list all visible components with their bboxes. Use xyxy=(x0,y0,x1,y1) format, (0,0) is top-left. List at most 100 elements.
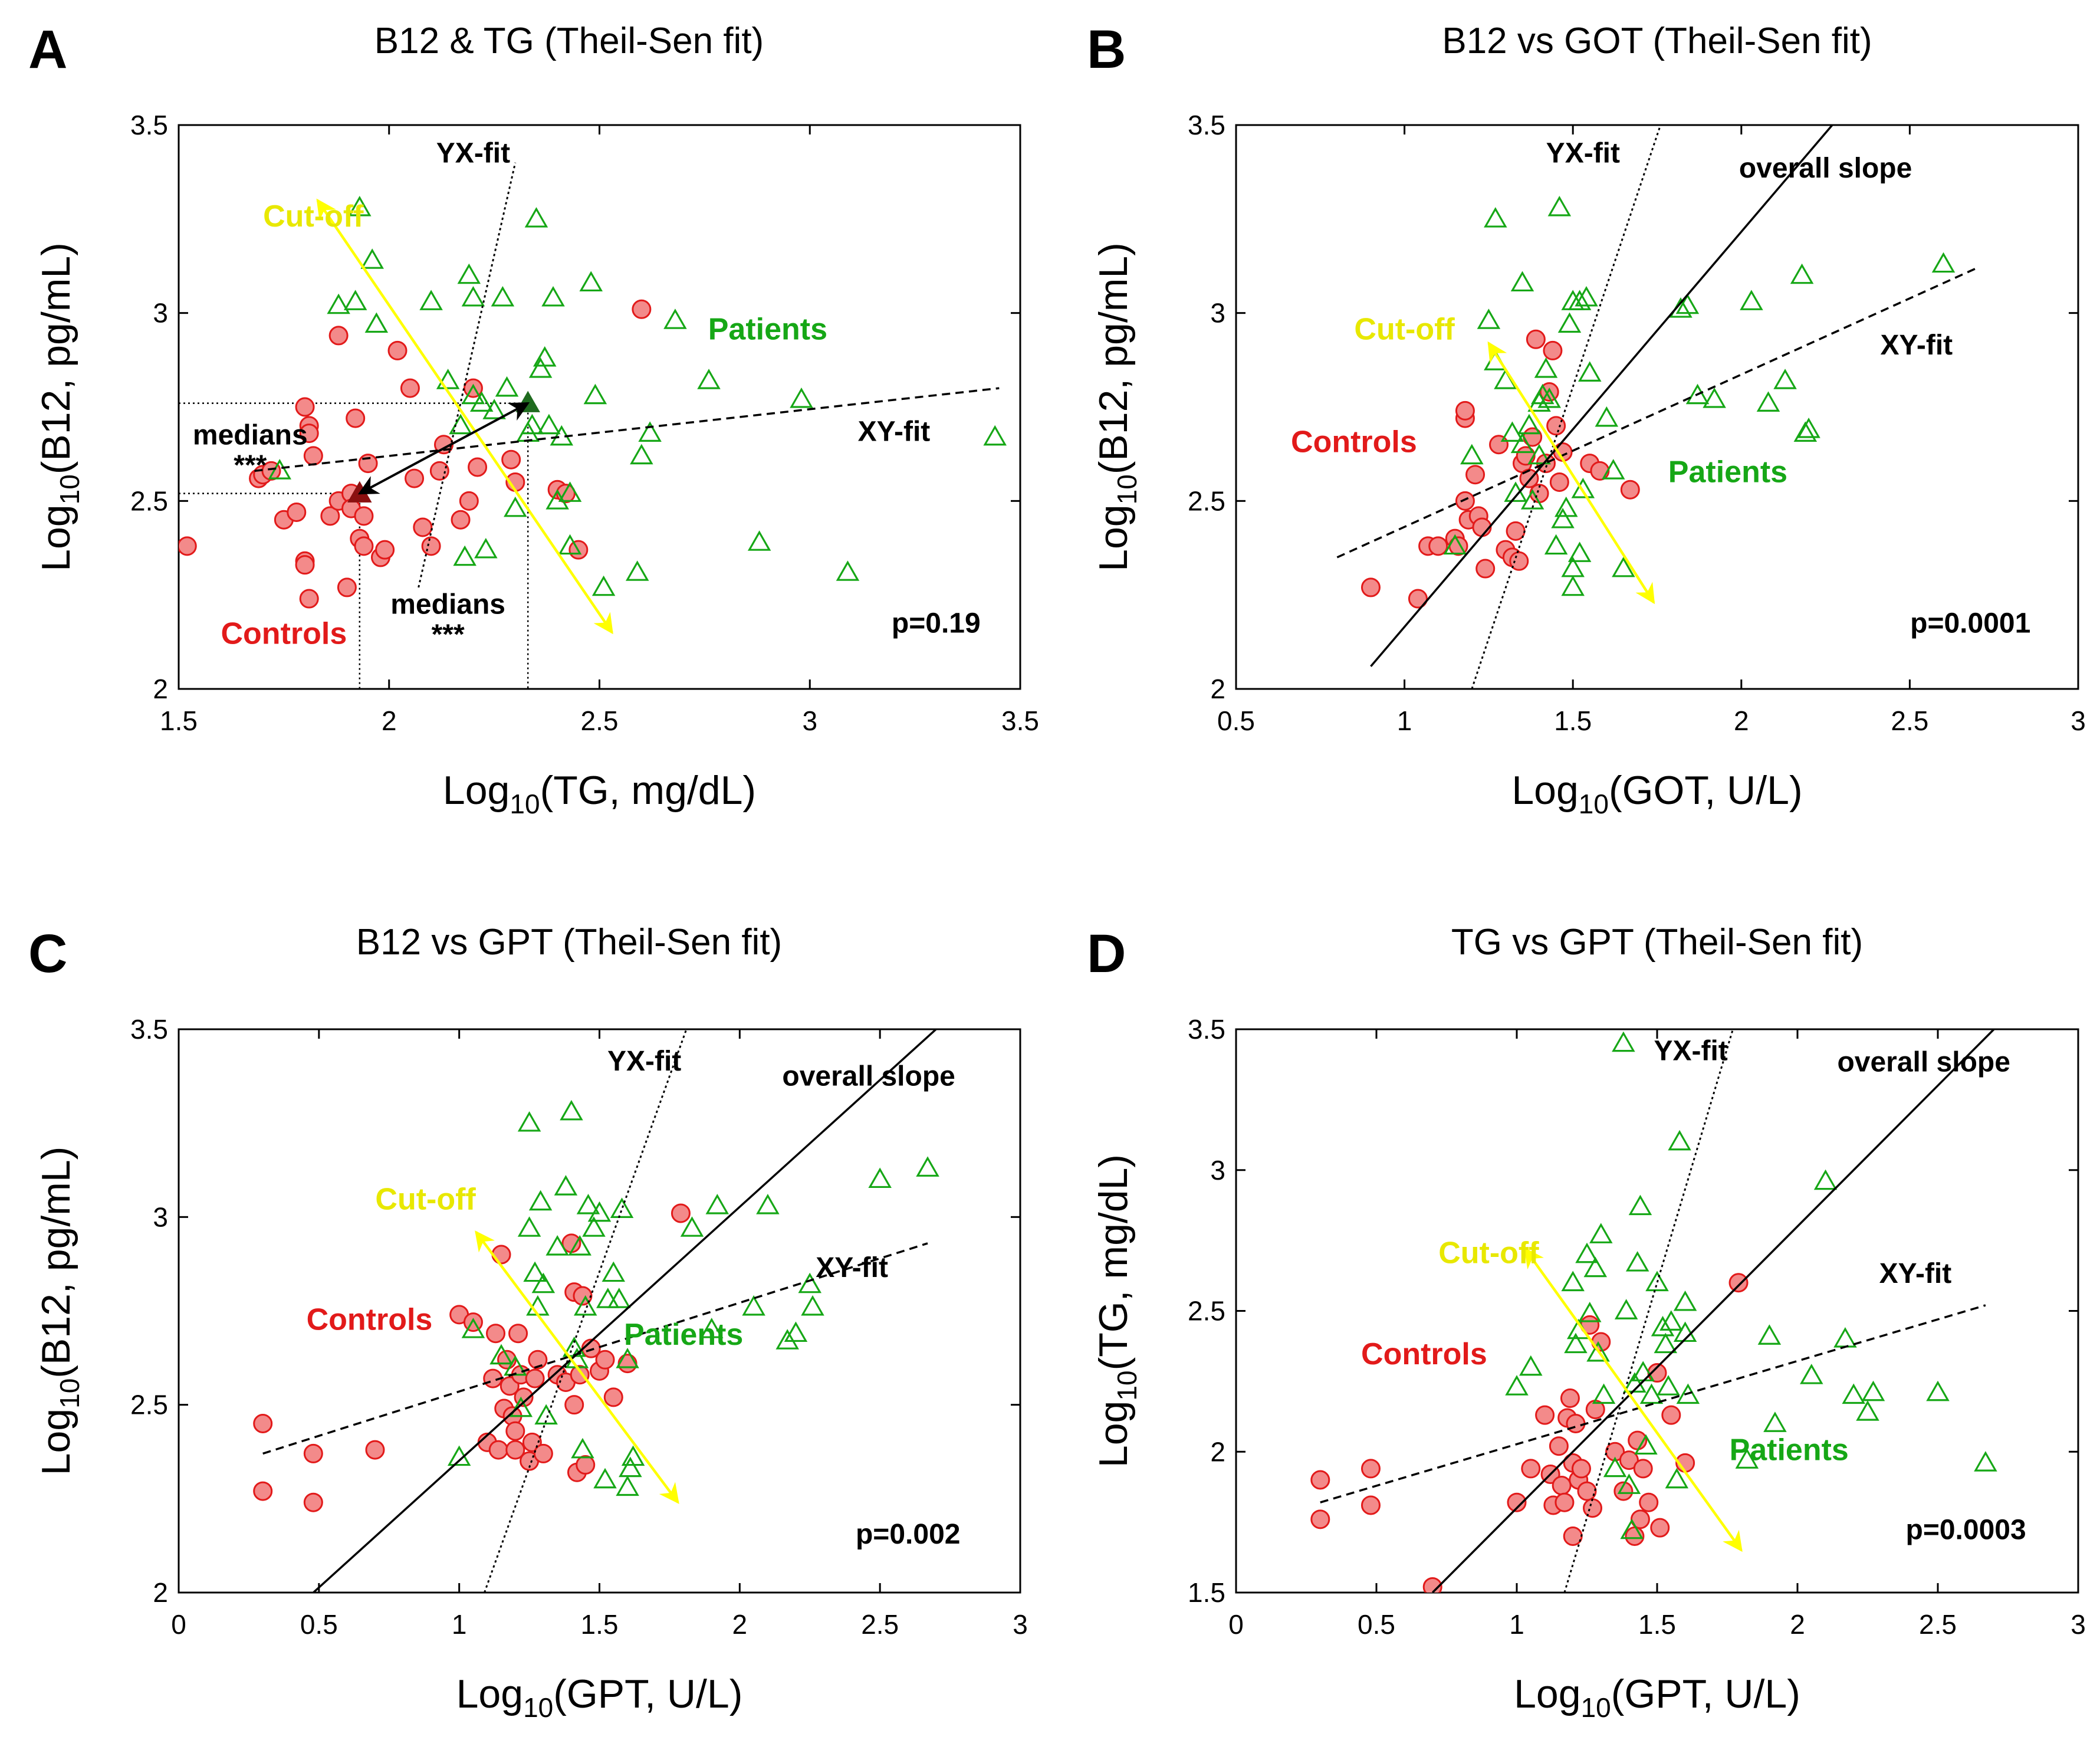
patient-point xyxy=(1575,285,1598,307)
control-point xyxy=(1566,1414,1586,1433)
y-tick-label: 1.5 xyxy=(1188,1577,1225,1608)
control-point xyxy=(400,378,420,398)
cut-off-line xyxy=(1487,341,1655,605)
control-point xyxy=(1552,1476,1572,1496)
medians-arrow-line xyxy=(357,402,530,495)
patient-point xyxy=(1673,1290,1697,1311)
control-point xyxy=(1521,1459,1541,1479)
patient-point xyxy=(1504,481,1527,502)
patient-point xyxy=(619,1456,642,1478)
control-point xyxy=(1360,1495,1381,1515)
patient-point xyxy=(327,293,350,314)
patient-point xyxy=(1797,418,1820,438)
control-point xyxy=(1543,340,1563,360)
control-point xyxy=(1583,1498,1603,1518)
patient-point xyxy=(491,285,515,307)
annotation-xy-fit: XY-fit xyxy=(816,1252,888,1283)
patient-point xyxy=(1926,1380,1950,1401)
control-point xyxy=(459,491,479,511)
patient-point xyxy=(1614,1299,1638,1319)
patient-point xyxy=(1557,312,1582,333)
x-tick-label: 2 xyxy=(732,1609,748,1640)
x-tick-label: 2.5 xyxy=(581,705,619,736)
annotation-overall-slope: overall slope xyxy=(782,1061,955,1092)
patient-point xyxy=(1561,575,1585,596)
y-tick-label: 3 xyxy=(153,298,168,329)
control-point xyxy=(501,449,521,470)
patient-point xyxy=(1567,290,1592,310)
annotation-patients: Patients xyxy=(624,1318,743,1352)
y-axis-label: Log10(TG, mg/dL) xyxy=(1091,1154,1142,1467)
patient-point xyxy=(554,1175,578,1196)
control-point xyxy=(1310,1470,1330,1490)
patient-point xyxy=(587,1201,612,1222)
patient-point xyxy=(1856,1400,1879,1421)
annotation-cut-off: Cut-off xyxy=(263,199,364,234)
annotation-yx-fit: YX-fit xyxy=(1546,138,1620,169)
control-point xyxy=(1455,491,1475,511)
patient-point xyxy=(593,1467,617,1489)
patient-point xyxy=(528,357,553,378)
patient-point xyxy=(680,1216,704,1237)
x-tick-label: 0.5 xyxy=(300,1609,338,1640)
patient-point xyxy=(916,1156,939,1177)
patient-point xyxy=(1460,444,1484,465)
panel-letter: A xyxy=(28,19,67,80)
control-point xyxy=(451,510,471,530)
control-point xyxy=(505,1421,525,1441)
panel-letter: D xyxy=(1087,924,1126,984)
annotation-: *** xyxy=(234,450,267,481)
control-point xyxy=(295,397,315,417)
patient-point xyxy=(457,263,481,284)
annotation-p-0-0001: p=0.0001 xyxy=(1910,608,2030,639)
annotation-medians: medians xyxy=(193,420,308,451)
x-tick-label: 1.5 xyxy=(160,705,198,736)
y-tick-label: 2 xyxy=(1210,674,1225,704)
control-point xyxy=(1455,400,1475,421)
x-tick-label: 2 xyxy=(382,705,397,736)
control-point xyxy=(299,589,319,609)
patient-point xyxy=(784,1321,808,1342)
patient-point xyxy=(616,1475,639,1496)
patient-point xyxy=(453,545,476,566)
patient-point xyxy=(602,1261,626,1282)
control-point xyxy=(303,1443,323,1463)
y-tick-label: 2.5 xyxy=(1188,485,1225,516)
cut-off-line xyxy=(1524,1247,1743,1552)
patient-point xyxy=(1833,1327,1857,1348)
x-tick-label: 0 xyxy=(171,1609,186,1640)
control-point xyxy=(564,1395,584,1415)
y-tick-label: 3 xyxy=(1210,1155,1225,1186)
annotation-patients: Patients xyxy=(708,312,827,346)
patient-point xyxy=(583,383,607,405)
patient-point xyxy=(756,1194,780,1214)
patient-point xyxy=(1477,308,1501,329)
patient-point xyxy=(537,413,561,435)
patient-point xyxy=(1484,207,1507,228)
control-point xyxy=(463,378,483,398)
annotation-xy-fit: XY-fit xyxy=(1880,330,1953,361)
control-point xyxy=(1560,1388,1580,1409)
patient-point xyxy=(1685,383,1710,405)
patient-point xyxy=(1813,1169,1838,1190)
control-point xyxy=(1546,416,1566,436)
y-tick-label: 3.5 xyxy=(1188,1014,1225,1045)
control-point xyxy=(1489,435,1509,455)
control-point xyxy=(1639,1492,1659,1512)
panel-D: D TG vs GPT (Theil-Sen fit) 0 0.5 1 1.5 2 2.5 3 1… xyxy=(1087,922,2086,1723)
cut-off-line xyxy=(475,1230,679,1504)
annotation-medians: medians xyxy=(390,589,505,621)
annotation-p-0-0003: p=0.0003 xyxy=(1906,1514,2026,1545)
control-point xyxy=(1465,465,1486,485)
patient-point xyxy=(419,290,443,310)
x-tick-label: 3.5 xyxy=(1001,705,1039,736)
control-point xyxy=(463,1312,483,1332)
x-axis-label: Log10(TG, mg/dL) xyxy=(443,768,756,819)
patient-point xyxy=(447,1445,471,1466)
panel-B: B B12 vs GOT (Theil-Sen fit) 0.5 1 1.5 2 2.5 3 2… xyxy=(1087,19,2086,819)
control-point xyxy=(1620,480,1640,500)
y-tick-label: 3.5 xyxy=(1188,110,1225,140)
x-tick-label: 2.5 xyxy=(1891,705,1928,736)
x-tick-label: 0.5 xyxy=(1358,1609,1395,1640)
